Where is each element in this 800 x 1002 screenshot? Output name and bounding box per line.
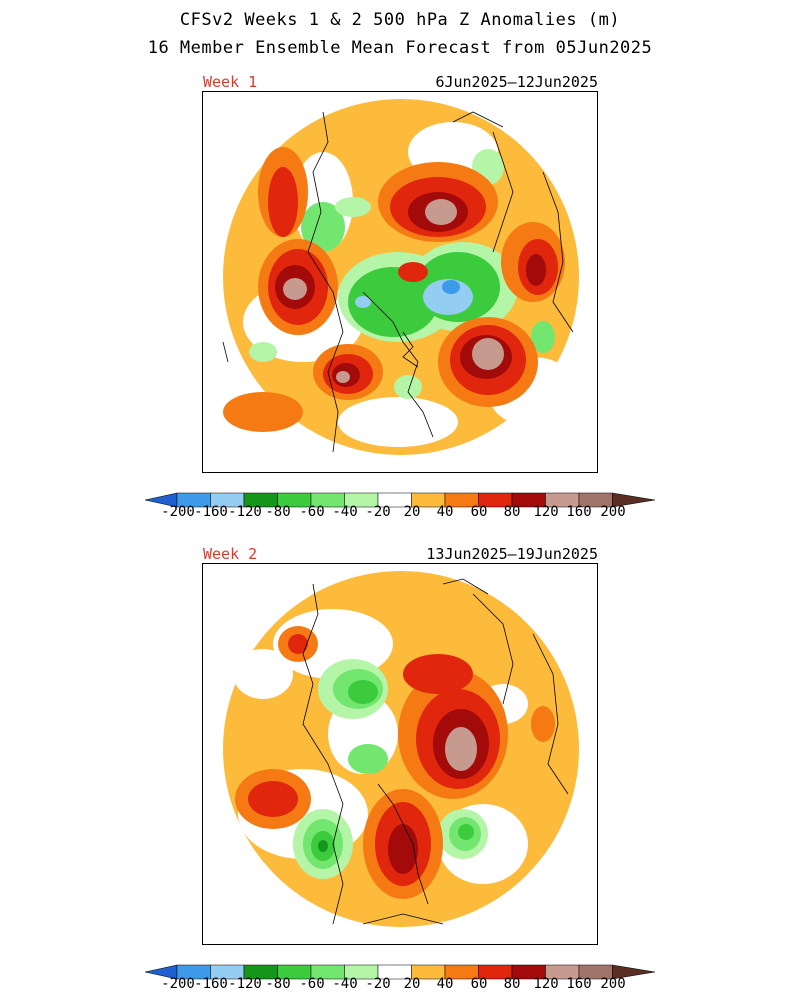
colorbar-tick-label: -200 bbox=[161, 504, 195, 520]
figure-subtitle: 16 Member Ensemble Mean Forecast from 05… bbox=[147, 38, 653, 58]
colorbar-tick-label: -120 bbox=[228, 504, 262, 520]
week2-colorbar: -200 -160 -120 -80 -60 -40 -20 20 40 60 … bbox=[140, 962, 660, 1002]
colorbar-tick-label: 200 bbox=[600, 504, 626, 520]
colorbar-tick-label: 20 bbox=[403, 504, 421, 520]
colorbar-tick-label: 20 bbox=[403, 976, 421, 992]
colorbar-tick-label: 160 bbox=[566, 504, 592, 520]
week1-dates: 6Jun2025‒12Jun2025 bbox=[435, 73, 598, 91]
colorbar-tick-label: 80 bbox=[503, 976, 521, 992]
colorbar-tick-label: 60 bbox=[470, 976, 488, 992]
week2-anomaly-field bbox=[223, 571, 579, 927]
colorbar-tick-label: -40 bbox=[332, 976, 358, 992]
colorbar-tick-label: 120 bbox=[533, 504, 559, 520]
colorbar-swatches bbox=[144, 964, 656, 980]
week2-dates: 13Jun2025‒19Jun2025 bbox=[426, 545, 598, 563]
coastlines bbox=[222, 111, 574, 453]
colorbar-tick-label: -40 bbox=[332, 504, 358, 520]
colorbar-tick-label: -20 bbox=[365, 504, 391, 520]
colorbar-tick-label: 200 bbox=[600, 976, 626, 992]
colorbar-tick-label: -60 bbox=[299, 504, 325, 520]
colorbar-labels: -200 -160 -120 -80 -60 -40 -20 20 40 60 … bbox=[140, 504, 660, 520]
figure-title: CFSv2 Weeks 1 & 2 500 hPa Z Anomalies (m… bbox=[179, 10, 621, 30]
colorbar-tick-label: 60 bbox=[470, 504, 488, 520]
colorbar-tick-label: 160 bbox=[566, 976, 592, 992]
colorbar-swatches bbox=[144, 492, 656, 508]
week1-colorbar: -200 -160 -120 -80 -60 -40 -20 20 40 60 … bbox=[140, 490, 660, 530]
week1-label: Week 1 bbox=[203, 73, 258, 91]
coastlines bbox=[302, 578, 569, 925]
colorbar-tick-label: -80 bbox=[265, 504, 291, 520]
colorbar-tick-label: -160 bbox=[194, 976, 228, 992]
colorbar-tick-label: -80 bbox=[265, 976, 291, 992]
week1-anomaly-field bbox=[223, 99, 579, 455]
week1-map bbox=[202, 91, 598, 473]
colorbar-tick-label: 40 bbox=[436, 504, 454, 520]
colorbar-tick-label: -200 bbox=[161, 976, 195, 992]
colorbar-labels: -200 -160 -120 -80 -60 -40 -20 20 40 60 … bbox=[140, 976, 660, 992]
colorbar-tick-label: -160 bbox=[194, 504, 228, 520]
colorbar-tick-label: -120 bbox=[228, 976, 262, 992]
colorbar-tick-label: 120 bbox=[533, 976, 559, 992]
week2-map bbox=[202, 563, 598, 945]
colorbar-tick-label: -20 bbox=[365, 976, 391, 992]
colorbar-tick-label: -60 bbox=[299, 976, 325, 992]
colorbar-tick-label: 40 bbox=[436, 976, 454, 992]
week2-label: Week 2 bbox=[203, 545, 258, 563]
colorbar-tick-label: 80 bbox=[503, 504, 521, 520]
